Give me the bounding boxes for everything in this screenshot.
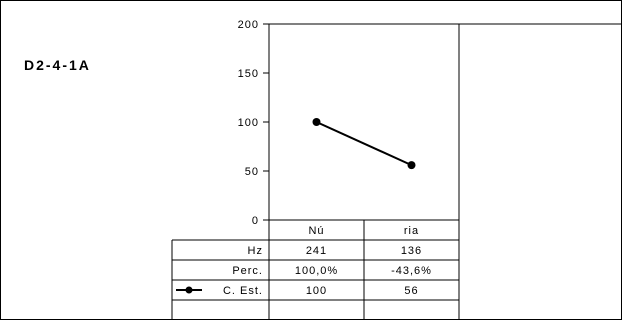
series-line bbox=[316, 121, 412, 167]
y-tick-label: 150 bbox=[238, 68, 259, 80]
table-cell: 100 bbox=[306, 285, 327, 297]
table-row-label: Perc. bbox=[232, 265, 263, 277]
y-tick-label: 200 bbox=[238, 19, 259, 31]
table-cell: -43,6% bbox=[391, 265, 432, 277]
table-cell: 100,0% bbox=[295, 265, 338, 277]
table-cell: 136 bbox=[401, 245, 422, 257]
category-label: ria bbox=[404, 225, 419, 237]
y-tick-label: 100 bbox=[238, 117, 259, 129]
table-row-label: C. Est. bbox=[223, 285, 263, 297]
data-point bbox=[312, 118, 321, 126]
y-tick-label: 0 bbox=[252, 215, 259, 227]
table-row-label: Hz bbox=[248, 245, 263, 257]
table-cell: 56 bbox=[404, 285, 418, 297]
plot-area bbox=[268, 23, 460, 221]
table-cell: 241 bbox=[306, 245, 327, 257]
data-point bbox=[407, 161, 416, 170]
panel-title: D2-4-1A bbox=[24, 57, 91, 73]
legend-marker bbox=[185, 286, 193, 294]
category-label: Nú bbox=[308, 225, 324, 237]
y-tick-label: 50 bbox=[245, 166, 259, 178]
